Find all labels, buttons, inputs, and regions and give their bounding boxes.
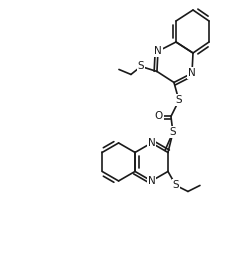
Text: N: N <box>154 46 162 56</box>
Text: N: N <box>148 176 155 186</box>
Text: S: S <box>176 95 182 106</box>
Text: O: O <box>155 112 163 122</box>
Text: S: S <box>173 180 179 190</box>
Text: S: S <box>170 127 176 137</box>
Text: S: S <box>138 62 144 72</box>
Text: N: N <box>188 68 196 78</box>
Text: N: N <box>148 138 155 148</box>
